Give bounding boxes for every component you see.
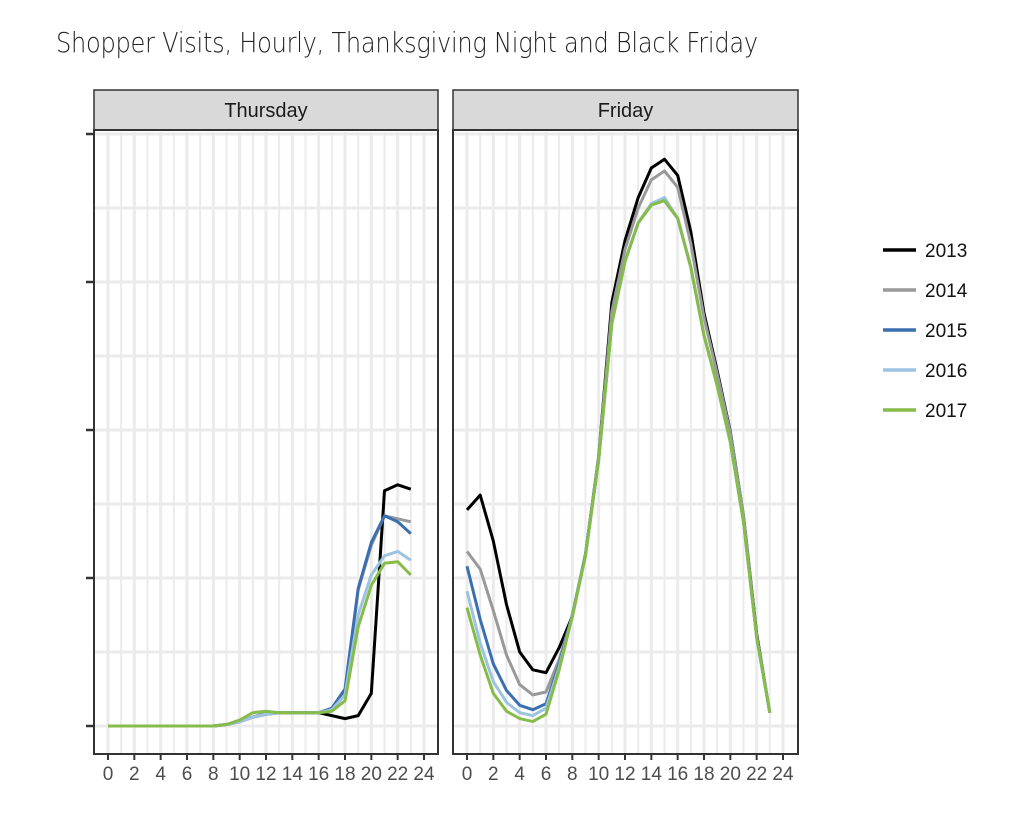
x-tick-label: 0 (462, 764, 473, 785)
x-tick-label: 10 (588, 764, 609, 785)
x-tick-label: 14 (641, 764, 663, 785)
legend-label-2013: 2013 (925, 241, 967, 262)
x-tick-label: 20 (720, 764, 741, 785)
x-tick-label: 8 (567, 764, 578, 785)
x-tick-label: 2 (488, 764, 499, 785)
x-tick-label: 0 (103, 764, 114, 785)
facet-strip-thursday (93, 89, 439, 131)
x-tick-label: 10 (229, 764, 250, 785)
legend-label-2015: 2015 (925, 321, 967, 342)
chart-title: Shopper Visits, Hourly, Thanksgiving Nig… (56, 26, 758, 59)
x-tick-label: 20 (361, 764, 382, 785)
series-line-2014-friday (465, 169, 772, 713)
x-tick-label: 6 (182, 764, 193, 785)
x-tick-label: 18 (334, 764, 355, 785)
x-tick-label: 8 (208, 764, 219, 785)
x-tick-label: 16 (308, 764, 329, 785)
x-tick-label: 4 (514, 764, 525, 785)
x-tick-label: 22 (746, 764, 767, 785)
facet-label-thursday: Thursday (224, 100, 307, 122)
series-line-2017-thursday (108, 560, 412, 728)
x-tick-label: 24 (413, 764, 435, 785)
legend: 2013 2014 2015 2016 2017 (883, 241, 968, 422)
legend-label-2014: 2014 (925, 281, 968, 302)
facet-label-friday: Friday (598, 100, 654, 122)
x-tick-label: 6 (541, 764, 552, 785)
x-tick-label: 24 (772, 764, 794, 785)
x-tick-label: 12 (255, 764, 276, 785)
x-tick-label: 4 (155, 764, 166, 785)
x-tick-label: 14 (282, 764, 304, 785)
facet-strip-friday (452, 89, 799, 131)
x-tick-label: 22 (387, 764, 408, 785)
x-tick-label: 18 (693, 764, 714, 785)
x-tick-label: 2 (129, 764, 140, 785)
x-tick-label: 12 (614, 764, 635, 785)
legend-label-2016: 2016 (925, 361, 967, 382)
x-tick-label: 16 (667, 764, 688, 785)
legend-label-2017: 2017 (925, 401, 967, 422)
series-line-2017-friday (465, 199, 772, 724)
